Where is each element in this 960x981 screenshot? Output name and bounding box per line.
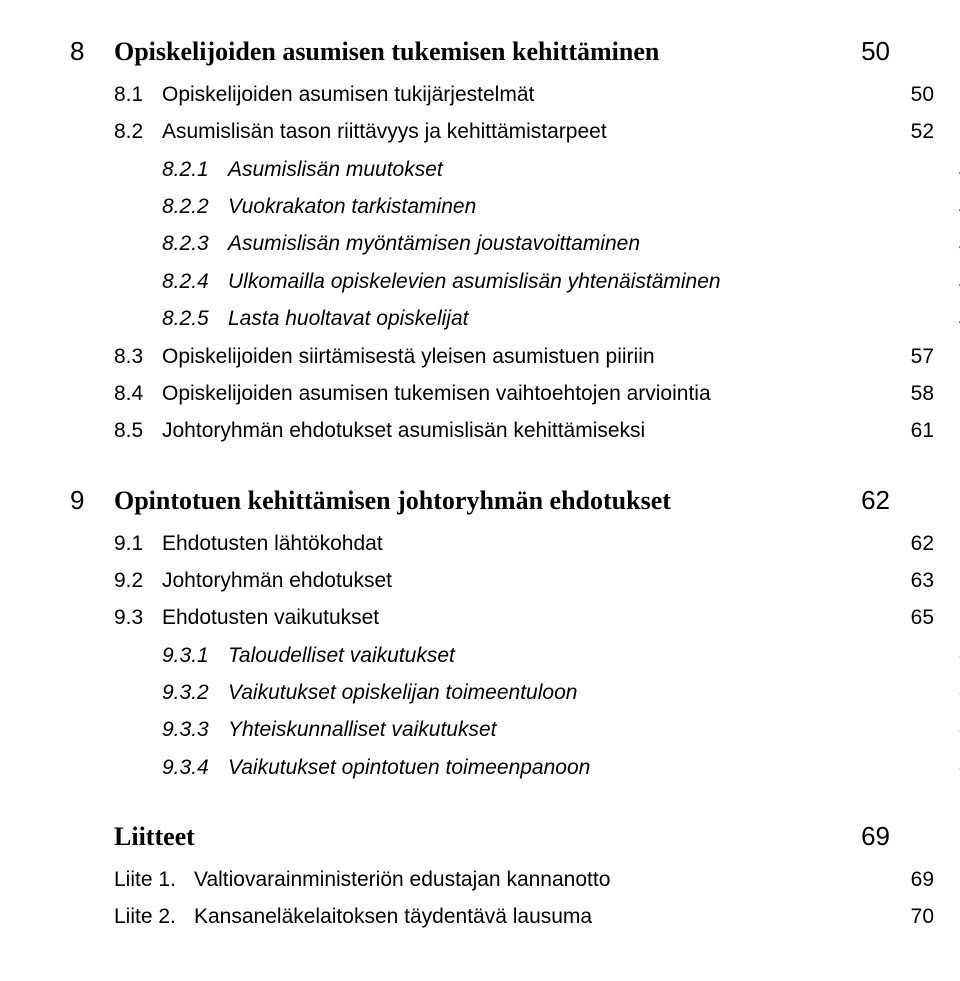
toc-entry-liite-2: Liite 2. Kansaneläkelaitoksen täydentävä… <box>70 903 934 931</box>
entry-title: Lasta huoltavat opiskelijat <box>228 305 938 333</box>
chapter-title: Opiskelijoiden asumisen tukemisen kehitt… <box>114 34 846 69</box>
entry-number: 8.2.2 <box>162 193 228 221</box>
entry-number: 9.3.4 <box>162 754 228 782</box>
entry-title: Ehdotusten vaikutukset <box>162 604 890 632</box>
entry-page: 65 <box>938 642 960 670</box>
toc-page: 8 Opiskelijoiden asumisen tukemisen kehi… <box>0 0 960 981</box>
entry-title: Asumislisän myöntämisen joustavoittamine… <box>228 230 938 258</box>
entry-page: 57 <box>890 343 934 371</box>
entry-title: Opiskelijoiden asumisen tukemisen vaihto… <box>162 380 890 408</box>
toc-entry-8-4: 8.4 Opiskelijoiden asumisen tukemisen va… <box>70 380 934 408</box>
toc-entry-9-1: 9.1 Ehdotusten lähtökohdat 62 <box>70 530 934 558</box>
entry-title: Ulkomailla opiskelevien asumislisän yhte… <box>228 268 938 296</box>
entry-number: 8.2.5 <box>162 305 228 333</box>
toc-entry-9-3-4: 9.3.4 Vaikutukset opintotuen toimeenpano… <box>70 754 960 782</box>
chapter-page: 50 <box>846 34 890 69</box>
chapter-page: 62 <box>846 483 890 518</box>
toc-entry-liite-1: Liite 1. Valtiovarainministeriön edustaj… <box>70 866 934 894</box>
toc-entry-9-2: 9.2 Johtoryhmän ehdotukset 63 <box>70 567 934 595</box>
entry-title: Vaikutukset opintotuen toimeenpanoon <box>228 754 938 782</box>
entry-title: Johtoryhmän ehdotukset <box>162 567 890 595</box>
entry-page: 69 <box>890 866 934 894</box>
entry-number: Liite 1. <box>114 866 194 894</box>
entry-page: 52 <box>938 156 960 184</box>
chapter-number: 8 <box>70 34 114 69</box>
entry-title: Opiskelijoiden asumisen tukijärjestelmät <box>162 81 890 109</box>
entry-number: 9.3.3 <box>162 716 228 744</box>
entry-title: Ehdotusten lähtökohdat <box>162 530 890 558</box>
entry-number: Liite 2. <box>114 903 194 931</box>
entry-title: Johtoryhmän ehdotukset asumislisän kehit… <box>162 417 890 445</box>
entry-page: 67 <box>938 716 960 744</box>
entry-number: 8.3 <box>114 343 162 371</box>
toc-chapter-8: 8 Opiskelijoiden asumisen tukemisen kehi… <box>70 34 890 69</box>
entry-number: 8.2.4 <box>162 268 228 296</box>
entry-number: 8.2.3 <box>162 230 228 258</box>
toc-entry-8-2-4: 8.2.4 Ulkomailla opiskelevien asumislisä… <box>70 268 960 296</box>
toc-entry-8-2-1: 8.2.1 Asumislisän muutokset 52 <box>70 156 960 184</box>
entry-title: Asumislisän muutokset <box>228 156 938 184</box>
entry-title: Taloudelliset vaikutukset <box>228 642 938 670</box>
entry-page: 54 <box>938 230 960 258</box>
entry-page: 67 <box>938 754 960 782</box>
toc-chapter-9: 9 Opintotuen kehittämisen johtoryhmän eh… <box>70 483 890 518</box>
entry-title: Valtiovarainministeriön edustajan kannan… <box>194 866 890 894</box>
entry-page: 70 <box>890 903 934 931</box>
entry-title: Vaikutukset opiskelijan toimeentuloon <box>228 679 938 707</box>
spacer <box>70 455 890 477</box>
toc-entry-9-3-2: 9.3.2 Vaikutukset opiskelijan toimeentul… <box>70 679 960 707</box>
toc-entry-8-2-2: 8.2.2 Vuokrakaton tarkistaminen 52 <box>70 193 960 221</box>
chapter-title: Liitteet <box>114 819 846 854</box>
toc-entry-9-3-3: 9.3.3 Yhteiskunnalliset vaikutukset 67 <box>70 716 960 744</box>
entry-page: 61 <box>890 417 934 445</box>
entry-page: 56 <box>938 305 960 333</box>
entry-page: 62 <box>890 530 934 558</box>
spacer <box>70 791 890 813</box>
entry-page: 50 <box>890 81 934 109</box>
toc-entry-8-1: 8.1 Opiskelijoiden asumisen tukijärjeste… <box>70 81 934 109</box>
toc-chapter-appendix: Liitteet 69 <box>70 819 890 854</box>
chapter-title: Opintotuen kehittämisen johtoryhmän ehdo… <box>114 483 846 518</box>
chapter-page: 69 <box>846 819 890 854</box>
entry-number: 8.2 <box>114 118 162 146</box>
chapter-number: 9 <box>70 483 114 518</box>
toc-entry-8-3: 8.3 Opiskelijoiden siirtämisestä yleisen… <box>70 343 934 371</box>
toc-entry-9-3-1: 9.3.1 Taloudelliset vaikutukset 65 <box>70 642 960 670</box>
entry-title: Opiskelijoiden siirtämisestä yleisen asu… <box>162 343 890 371</box>
entry-page: 63 <box>890 567 934 595</box>
entry-title: Asumislisän tason riittävyys ja kehittäm… <box>162 118 890 146</box>
toc-entry-8-5: 8.5 Johtoryhmän ehdotukset asumislisän k… <box>70 417 934 445</box>
entry-title: Vuokrakaton tarkistaminen <box>228 193 938 221</box>
entry-page: 65 <box>890 604 934 632</box>
toc-entry-9-3: 9.3 Ehdotusten vaikutukset 65 <box>70 604 934 632</box>
entry-number: 8.5 <box>114 417 162 445</box>
entry-page: 52 <box>938 193 960 221</box>
entry-page: 52 <box>890 118 934 146</box>
entry-number: 8.1 <box>114 81 162 109</box>
entry-number: 9.3 <box>114 604 162 632</box>
toc-entry-8-2-5: 8.2.5 Lasta huoltavat opiskelijat 56 <box>70 305 960 333</box>
entry-page: 66 <box>938 679 960 707</box>
entry-number: 8.4 <box>114 380 162 408</box>
toc-entry-8-2: 8.2 Asumislisän tason riittävyys ja kehi… <box>70 118 934 146</box>
entry-title: Yhteiskunnalliset vaikutukset <box>228 716 938 744</box>
entry-page: 58 <box>890 380 934 408</box>
toc-entry-8-2-3: 8.2.3 Asumislisän myöntämisen joustavoit… <box>70 230 960 258</box>
entry-number: 9.3.2 <box>162 679 228 707</box>
entry-number: 9.1 <box>114 530 162 558</box>
entry-number: 9.2 <box>114 567 162 595</box>
entry-title: Kansaneläkelaitoksen täydentävä lausuma <box>194 903 890 931</box>
entry-number: 8.2.1 <box>162 156 228 184</box>
entry-number: 9.3.1 <box>162 642 228 670</box>
entry-page: 56 <box>938 268 960 296</box>
